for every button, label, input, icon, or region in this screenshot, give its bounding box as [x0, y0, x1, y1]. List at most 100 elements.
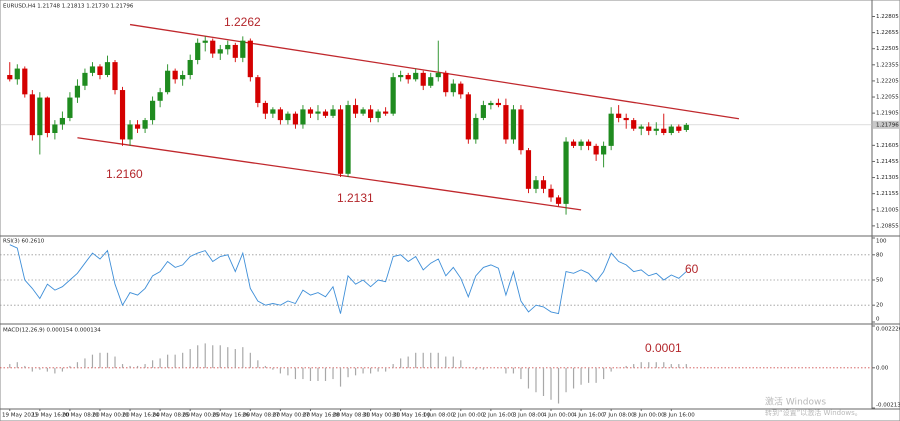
- annotation: 0.0001: [645, 341, 682, 355]
- candle-body: [443, 72, 449, 93]
- trendline: [77, 137, 582, 211]
- histogram-bar: [663, 362, 665, 368]
- rsi-title: RSI(3) 60.2610: [3, 239, 45, 245]
- y-tick-label: 1.20855: [876, 223, 899, 229]
- histogram-bar: [9, 364, 11, 368]
- x-tick-label: 8 Jun 16:00: [663, 413, 695, 419]
- histogram-bar: [144, 364, 146, 368]
- histogram-bar: [580, 367, 582, 385]
- histogram-bar: [249, 352, 251, 368]
- histogram-bar: [242, 347, 244, 368]
- y-tick-label: 0: [876, 317, 880, 323]
- candle-body: [44, 97, 50, 133]
- candle-body: [428, 77, 434, 86]
- candle-body: [638, 126, 644, 129]
- candle-body: [360, 109, 366, 114]
- candle-body: [555, 197, 562, 204]
- histogram-bar: [264, 365, 266, 368]
- candle-body: [450, 83, 456, 93]
- annotation: 1.2262: [224, 15, 261, 29]
- histogram-bar: [610, 367, 612, 372]
- histogram-bar: [339, 367, 342, 387]
- candle-body: [623, 117, 629, 121]
- candle-body: [59, 117, 65, 125]
- candle-body: [150, 100, 156, 121]
- y-tick-label: 50: [876, 278, 883, 284]
- histogram-bar: [633, 364, 635, 368]
- x-tick-label: 21 May 00:00: [92, 413, 130, 419]
- histogram-bar: [174, 354, 176, 368]
- histogram-bar: [430, 352, 432, 368]
- histogram-bar: [685, 364, 687, 368]
- candle-body: [202, 40, 208, 43]
- histogram-bar: [121, 364, 124, 368]
- y-tick-label: 100: [876, 239, 887, 245]
- x-tick-label: 27 May 16:00: [302, 413, 340, 419]
- x-tick-label: 2 Jun 00:00: [453, 413, 485, 419]
- y-tick-label: 1.21005: [876, 207, 899, 213]
- candle-body: [134, 124, 141, 129]
- histogram-bar: [129, 365, 131, 368]
- rsi-line: [9, 244, 687, 315]
- candle-body: [420, 72, 426, 86]
- candle-body: [676, 126, 682, 131]
- histogram-bar: [257, 360, 259, 368]
- histogram-bar: [482, 367, 484, 370]
- candle-body: [82, 72, 88, 86]
- candle-body: [232, 44, 238, 58]
- x-tick-label: 1 Jun 08:00: [423, 413, 455, 419]
- histogram-bar: [655, 362, 657, 368]
- histogram-bar: [505, 367, 507, 374]
- candle-body: [413, 72, 419, 80]
- histogram-bar: [46, 367, 48, 372]
- y-tick-label: 1.21455: [876, 159, 899, 165]
- candle-body: [7, 75, 13, 80]
- histogram-bar: [227, 347, 229, 368]
- watermark: 激活 Windows: [765, 396, 826, 408]
- y-tick-label: 1.22055: [876, 95, 899, 101]
- candle-body: [195, 42, 201, 60]
- histogram-bar: [670, 364, 672, 368]
- candle-body: [142, 120, 148, 129]
- candle-body: [631, 120, 637, 129]
- histogram-bar: [512, 367, 515, 374]
- histogram-bar: [99, 352, 101, 368]
- histogram-bar: [317, 367, 319, 381]
- y-tick-label: 1.22805: [876, 14, 899, 20]
- histogram-bar: [445, 356, 447, 368]
- y-tick-label: 1.22655: [876, 30, 899, 36]
- histogram-bar: [54, 367, 56, 374]
- histogram-bar: [520, 367, 522, 380]
- candle-body: [262, 102, 268, 114]
- histogram-bar: [294, 367, 297, 380]
- candle-body: [255, 77, 261, 103]
- candle-body: [668, 126, 674, 133]
- histogram-bar: [39, 367, 41, 370]
- candle-body: [315, 111, 321, 114]
- candle-body: [247, 40, 253, 78]
- histogram-bar: [84, 358, 86, 368]
- candle-body: [368, 109, 374, 118]
- candle-body: [337, 109, 344, 174]
- x-tick-label: 4 Jun 16:00: [573, 413, 605, 419]
- candle-body: [646, 126, 652, 131]
- candle-body: [661, 128, 667, 133]
- x-tick-label: 28 May 08:00: [333, 413, 371, 419]
- histogram-bar: [69, 365, 71, 368]
- candle-body: [435, 72, 441, 78]
- y-tick-label: 0.00: [876, 365, 889, 371]
- y-tick-label: 1.22355: [876, 62, 899, 68]
- candle-body: [540, 180, 547, 189]
- histogram-bar: [588, 367, 590, 383]
- candle-body: [112, 62, 118, 91]
- candle-body: [683, 124, 689, 130]
- histogram-bar: [648, 362, 650, 368]
- candle-body: [375, 111, 381, 118]
- candle-body: [165, 70, 171, 93]
- histogram-bar: [542, 367, 545, 396]
- y-tick-label: 1.22505: [876, 46, 899, 52]
- histogram-bar: [407, 356, 409, 368]
- histogram-bar: [370, 367, 372, 374]
- candle-body: [97, 66, 103, 76]
